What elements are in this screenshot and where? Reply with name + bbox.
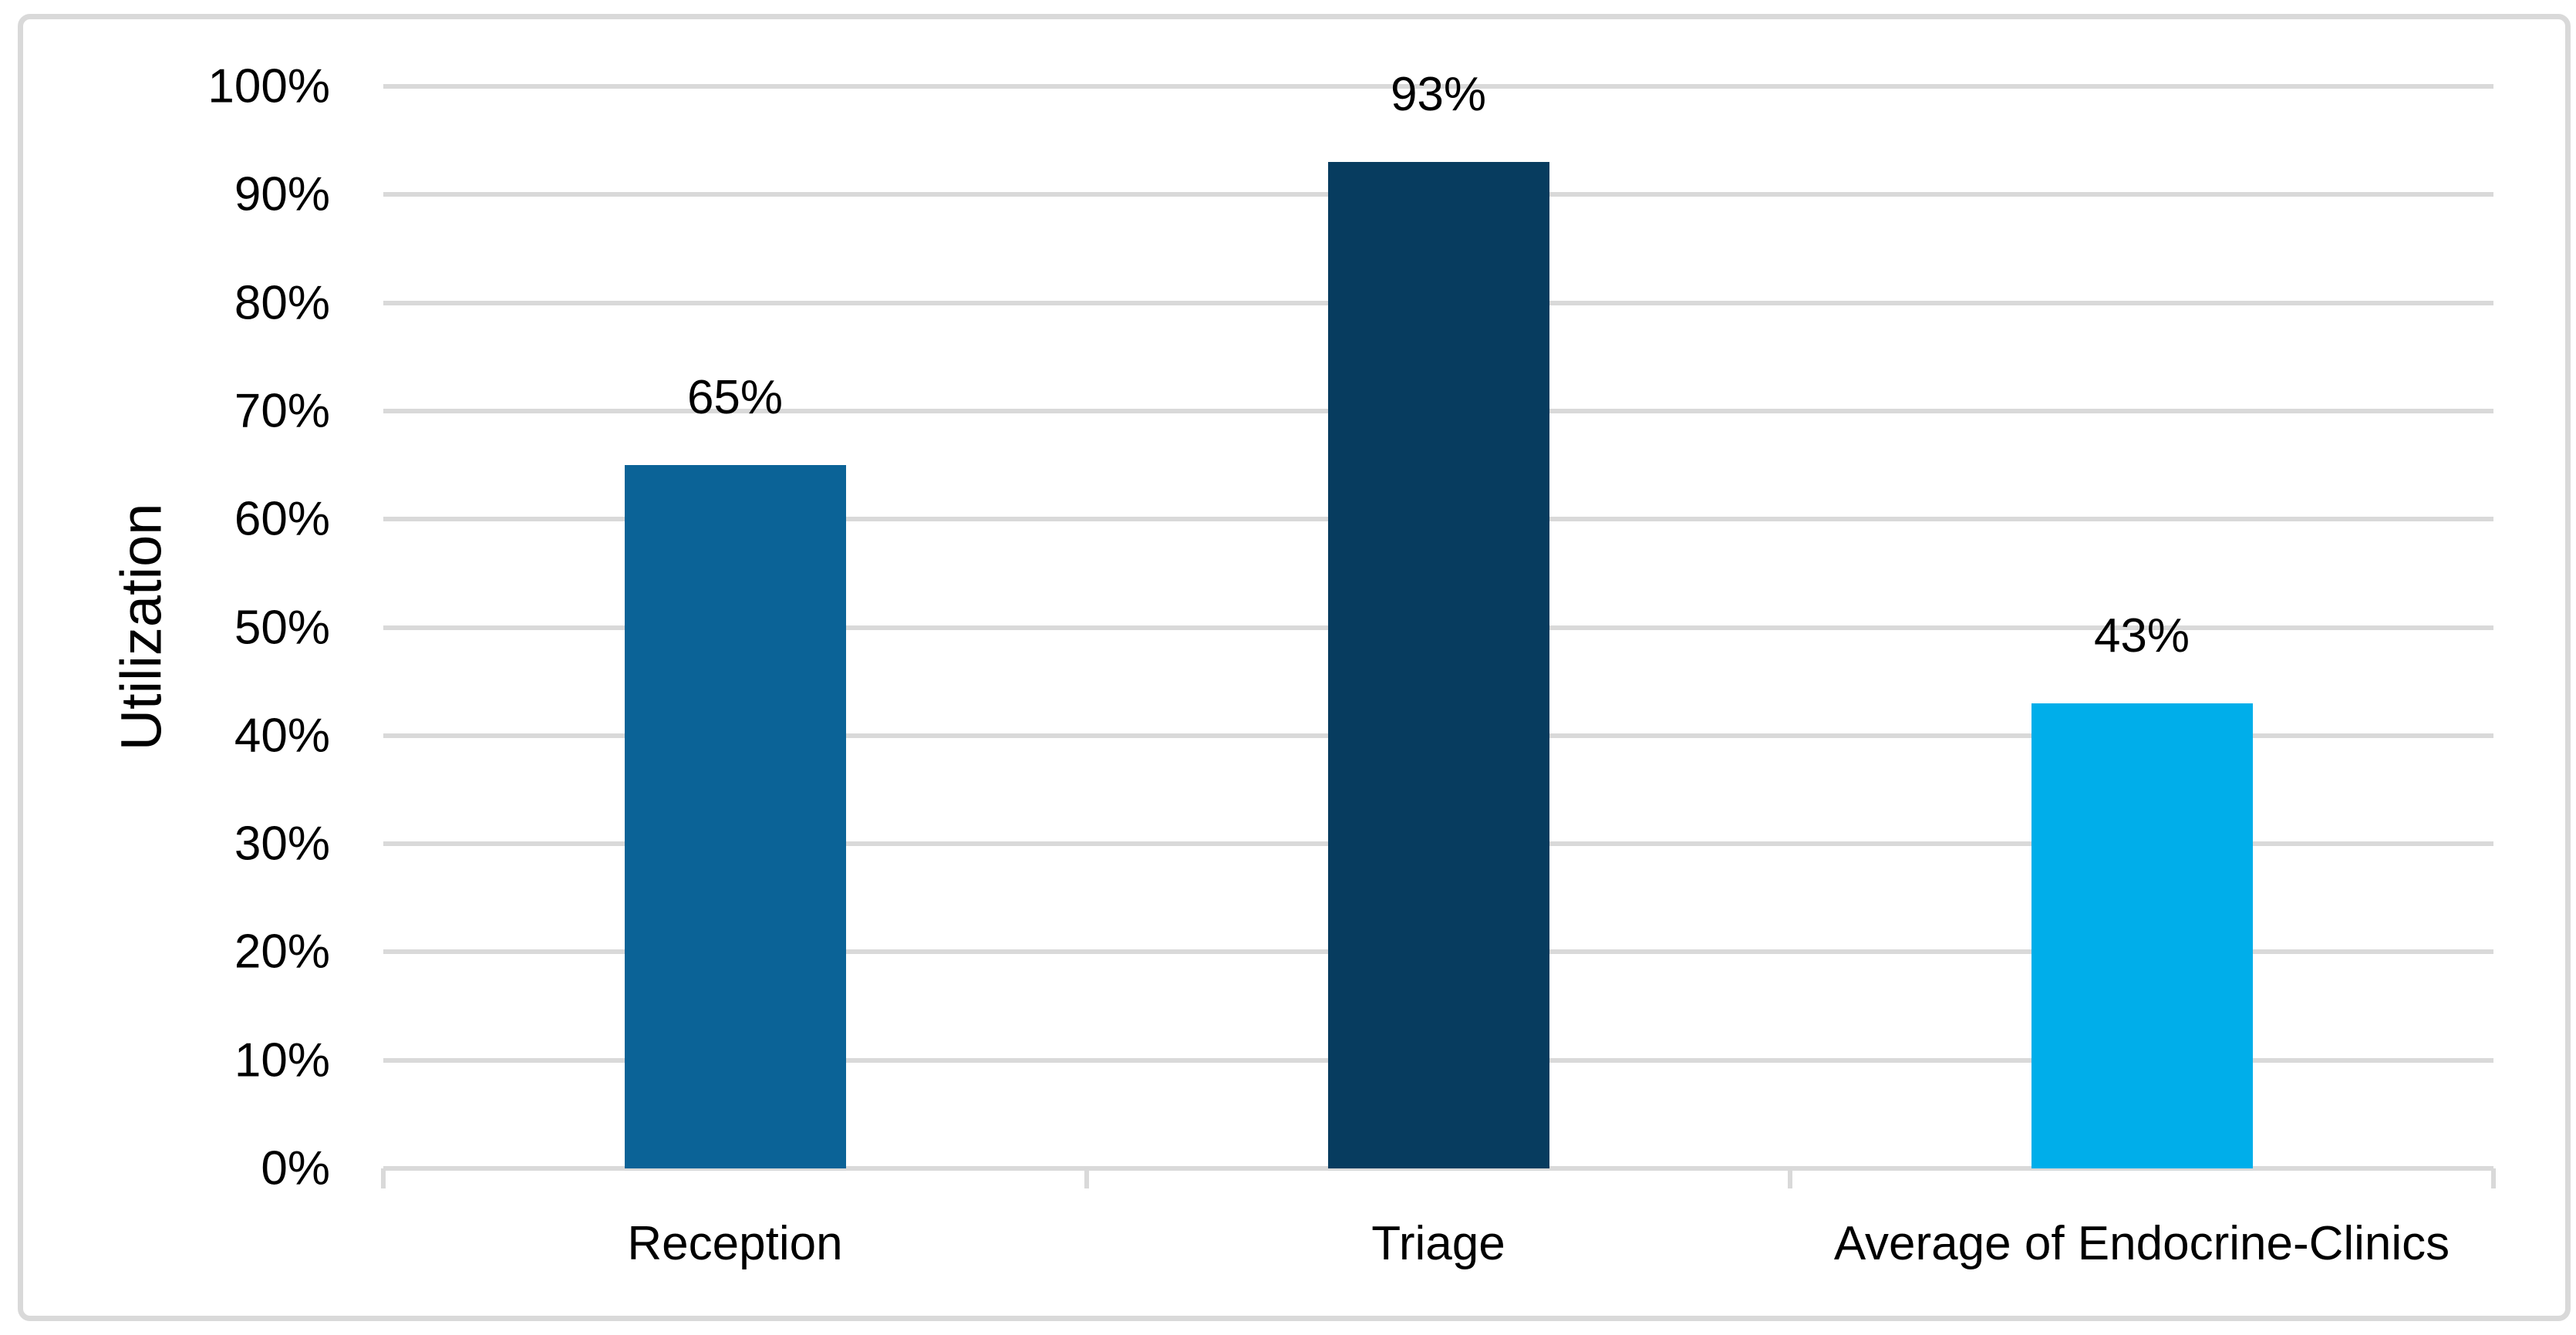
y-tick-label: 30% [234,817,330,871]
y-tick-label: 80% [234,276,330,330]
axis-tick-mark [1788,1168,1792,1188]
y-tick-label: 70% [234,384,330,438]
bar-triage [1327,162,1549,1168]
axis-tick-mark [381,1168,386,1188]
x-axis-line [383,1166,2493,1171]
axis-tick-mark [1084,1168,1089,1188]
y-tick-label: 0% [261,1141,330,1195]
plot-area: 65% Reception 93% Triage 43% Average of Endoc… [381,68,2496,1270]
axis-tick-mark [2491,1168,2496,1188]
x-category-label: Triage [1371,1217,1505,1270]
bar-data-label: 93% [1390,68,1487,122]
y-tick-label: 40% [234,709,330,763]
y-tick-label: 20% [234,925,330,979]
gridline [383,84,2493,89]
bar-data-label: 65% [686,371,784,425]
y-tick-label: 50% [234,601,330,654]
y-tick-label: 90% [234,167,330,221]
y-tick-label: 60% [234,492,330,546]
bar-data-label: 43% [2093,609,2190,662]
bar-reception [624,465,846,1168]
y-tick-label: 10% [234,1033,330,1087]
x-category-label: Average of Endocrine-Clinics [1833,1217,2450,1270]
y-tick-label: 100% [207,59,330,113]
bar-average-of-endocrine-clinics [2031,703,2253,1168]
x-category-label: Reception [627,1217,843,1270]
